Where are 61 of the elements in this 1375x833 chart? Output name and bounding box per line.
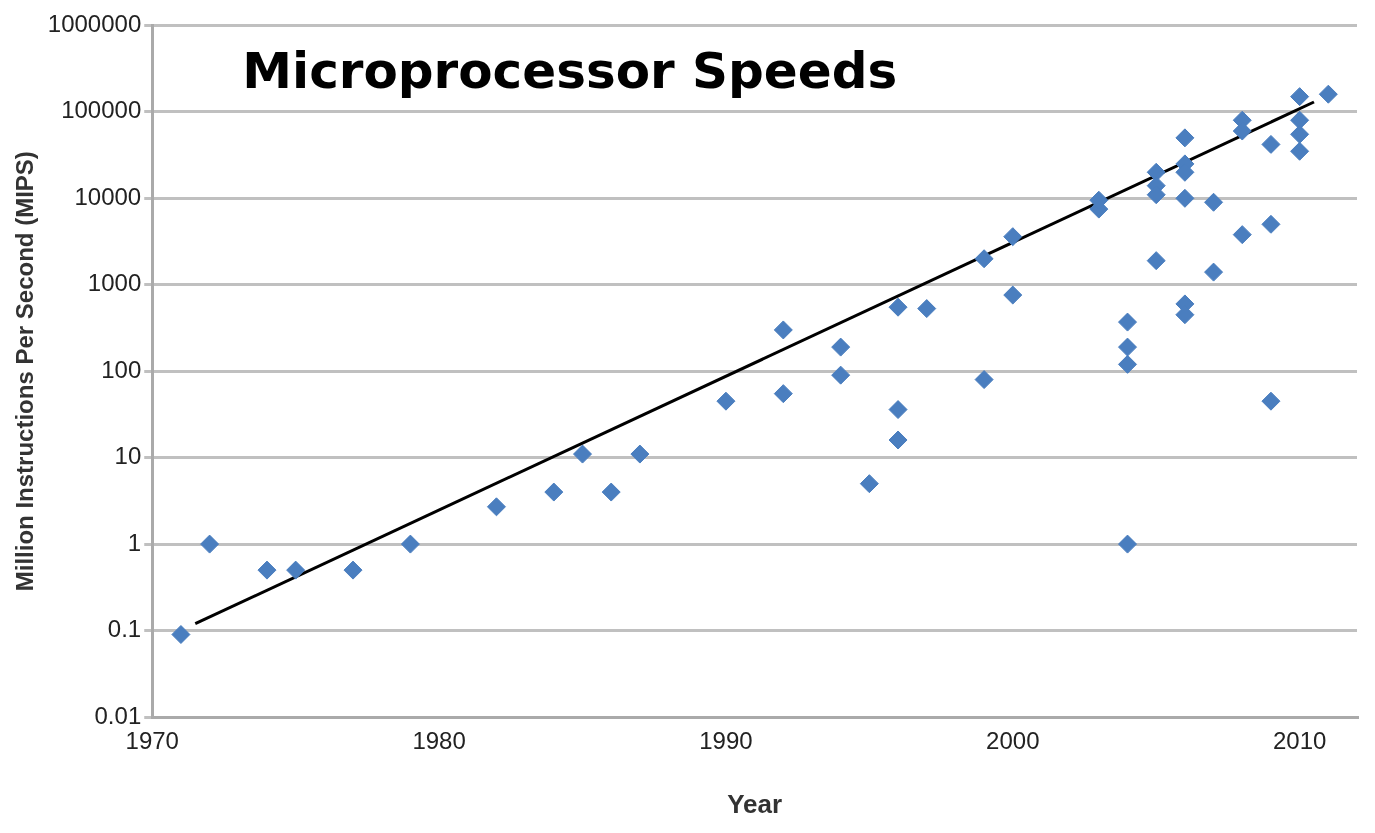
point — [343, 560, 363, 580]
point — [1318, 84, 1338, 104]
point — [400, 534, 420, 554]
point — [1204, 192, 1224, 212]
point — [1261, 134, 1281, 154]
point — [601, 482, 621, 502]
point — [1146, 251, 1166, 271]
point — [888, 297, 908, 317]
point — [888, 430, 908, 450]
point — [257, 560, 277, 580]
point — [1204, 262, 1224, 282]
point — [200, 534, 220, 554]
chart-title: Microprocessor Speeds — [242, 42, 898, 101]
point — [773, 320, 793, 340]
point — [1003, 227, 1023, 247]
x-tick-label: 1990 — [699, 727, 753, 755]
point — [1290, 87, 1310, 107]
y-tick-label: 100 — [101, 355, 142, 383]
point — [1290, 124, 1310, 144]
point — [1290, 110, 1310, 130]
point — [573, 444, 593, 464]
point — [1175, 128, 1195, 148]
point — [1261, 391, 1281, 411]
point — [286, 560, 306, 580]
y-tick-label: 10000 — [74, 182, 142, 210]
x-tick-label: 2000 — [986, 727, 1040, 755]
y-tick-label: 0.1 — [107, 615, 142, 643]
point — [1175, 188, 1195, 208]
y-tick-label: 1 — [127, 528, 142, 556]
point — [1003, 285, 1023, 305]
y-tick-label: 0.01 — [94, 701, 142, 729]
point — [974, 370, 994, 390]
point — [486, 497, 506, 517]
point — [831, 365, 851, 385]
point — [1261, 214, 1281, 234]
point — [1290, 141, 1310, 161]
y-tick-label: 1000 — [87, 269, 142, 297]
point — [917, 299, 937, 319]
point — [630, 444, 650, 464]
point — [1232, 225, 1252, 245]
point — [831, 337, 851, 357]
point — [544, 482, 564, 502]
point — [171, 625, 191, 645]
x-tick-label: 1980 — [412, 727, 466, 755]
point — [1146, 162, 1166, 182]
y-tick-label: 100000 — [61, 96, 142, 124]
point — [1118, 354, 1138, 374]
x-axis-title: Year — [727, 788, 783, 819]
y-tick-label: 1000000 — [47, 10, 142, 38]
y-tick-label: 10 — [114, 442, 142, 470]
x-tick-label: 1970 — [125, 727, 179, 755]
point — [1118, 337, 1138, 357]
y-axis-title: Million Instructions Per Second (MIPS) — [11, 151, 39, 592]
point — [888, 400, 908, 420]
point — [859, 474, 879, 494]
point — [974, 249, 994, 269]
x-tick-label: 2010 — [1272, 727, 1327, 755]
point — [716, 391, 736, 411]
point — [1118, 534, 1138, 554]
point — [773, 384, 793, 404]
point — [1118, 312, 1138, 332]
